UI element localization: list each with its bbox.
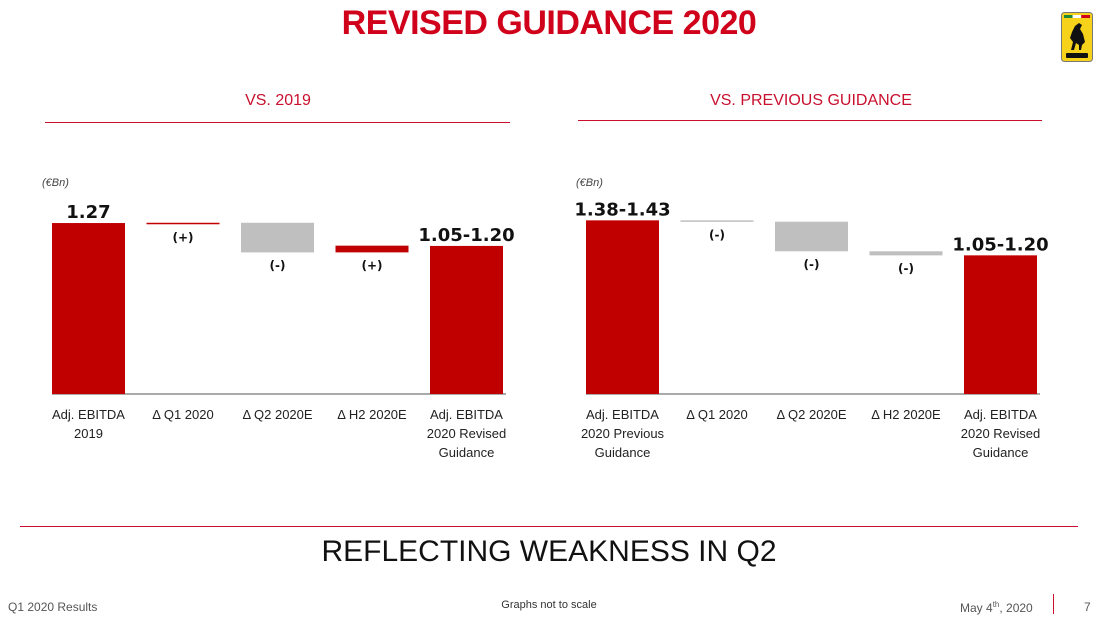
left-unit-label: (€Bn) (42, 177, 69, 189)
left-category-label-1: Adj. EBITDA (52, 407, 125, 422)
right-data-label-1: 1.38-1.43 (574, 199, 670, 220)
right-data-label-5: 1.05-1.20 (952, 234, 1048, 255)
footer-report-name: Q1 2020 Results (8, 600, 98, 614)
left-category-label-2: Δ Q1 2020 (152, 407, 213, 422)
right-chart-title: VS. PREVIOUS GUIDANCE (710, 92, 912, 109)
left-data-label-1: 1.27 (66, 202, 110, 223)
right-unit-label: (€Bn) (576, 177, 603, 189)
right-bar-1 (586, 220, 659, 394)
left-category-label-5: Adj. EBITDA (430, 407, 503, 422)
right-category-label-1: Guidance (595, 445, 651, 460)
tagline: REFLECTING WEAKNESS IN Q2 (321, 535, 777, 568)
right-data-label-4: (-) (898, 261, 914, 275)
left-category-label-5: 2020 Revised (427, 426, 507, 441)
page-title: REVISED GUIDANCE 2020 (341, 4, 757, 42)
right-chart-title-rule (578, 120, 1042, 121)
right-category-label-2: Δ Q1 2020 (686, 407, 747, 422)
left-bar-4 (335, 245, 409, 253)
left-category-label-1: 2019 (74, 426, 103, 441)
footer-date: May 4th, 2020 (960, 600, 1033, 615)
footer-note: Graphs not to scale (501, 599, 597, 611)
right-category-label-1: Adj. EBITDA (586, 407, 659, 422)
left-chart-title: VS. 2019 (245, 92, 311, 109)
left-data-label-5: 1.05-1.20 (418, 225, 514, 246)
right-category-label-5: Adj. EBITDA (964, 407, 1037, 422)
left-bar-2 (146, 222, 220, 225)
right-bar-4 (869, 251, 943, 256)
left-data-label-4: (+) (361, 258, 382, 272)
footer-separator (1053, 594, 1054, 614)
right-category-label-5: Guidance (973, 445, 1029, 460)
left-bar-5 (430, 245, 503, 394)
right-bar-2 (680, 220, 754, 222)
left-chart-title-rule (45, 122, 510, 123)
right-category-label-1: 2020 Previous (581, 426, 665, 441)
left-bar-1 (52, 223, 125, 394)
right-category-label-5: 2020 Revised (961, 426, 1041, 441)
right-category-label-3: Δ Q2 2020E (776, 407, 846, 422)
left-data-label-2: (+) (172, 230, 193, 244)
left-data-label-3: (-) (270, 258, 286, 272)
ferrari-logo-icon (1061, 12, 1093, 62)
right-bar-5 (964, 255, 1037, 394)
page-number: 7 (1084, 600, 1091, 614)
right-data-label-2: (-) (709, 228, 725, 242)
left-category-label-4: Δ H2 2020E (337, 407, 407, 422)
left-bar-3 (241, 222, 314, 253)
bottom-divider (20, 526, 1078, 527)
left-category-label-5: Guidance (439, 445, 495, 460)
left-category-label-3: Δ Q2 2020E (242, 407, 312, 422)
right-category-label-4: Δ H2 2020E (871, 407, 941, 422)
right-bar-3 (775, 221, 848, 252)
right-data-label-3: (-) (804, 257, 820, 271)
